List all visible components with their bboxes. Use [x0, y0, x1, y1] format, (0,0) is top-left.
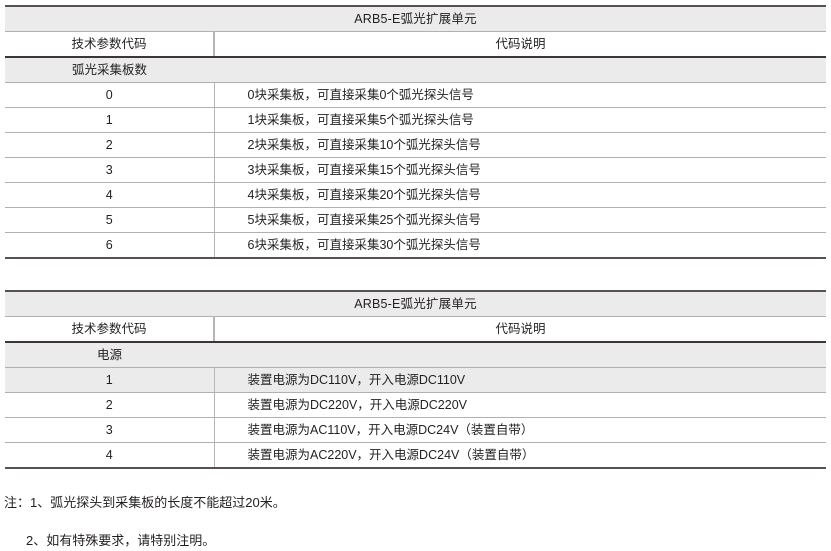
cell-description: 1块采集板，可直接采集5个弧光探头信号 [214, 107, 826, 133]
spec-table-arc-collector-boards: ARB5-E弧光扩展单元 技术参数代码 代码说明 弧光采集板数 0 0块采集板，… [5, 5, 826, 259]
document-page: ARB5-E弧光扩展单元 技术参数代码 代码说明 弧光采集板数 0 0块采集板，… [0, 5, 831, 548]
cell-code: 2 [5, 392, 215, 418]
table-row: 4 装置电源为AC220V，开入电源DC24V（装置自带） [5, 442, 826, 469]
table-group-row: 弧光采集板数 [5, 57, 826, 83]
note-line-2: 2、如有特殊要求，请特别注明。 [26, 533, 216, 548]
cell-description: 装置电源为AC220V，开入电源DC24V（装置自带） [214, 442, 826, 469]
cell-description: 0块采集板，可直接采集0个弧光探头信号 [214, 82, 826, 108]
cell-code: 1 [5, 367, 215, 393]
table-row: 3 3块采集板，可直接采集15个弧光探头信号 [5, 157, 826, 183]
cell-code: 0 [5, 82, 215, 108]
table-row: 2 装置电源为DC220V，开入电源DC220V [5, 392, 826, 418]
table-row: 6 6块采集板，可直接采集30个弧光探头信号 [5, 232, 826, 259]
table-group-row: 电源 [5, 342, 826, 368]
notes-section: 注：1、弧光探头到采集板的长度不能超过20米。 2、如有特殊要求，请特别注明。 [0, 493, 831, 551]
table-row: 1 装置电源为DC110V，开入电源DC110V [5, 367, 826, 393]
table-title-row: ARB5-E弧光扩展单元 [5, 290, 826, 317]
group-cell: 电源 [5, 342, 826, 368]
table-row: 2 2块采集板，可直接采集10个弧光探头信号 [5, 132, 826, 158]
table-row: 5 5块采集板，可直接采集25个弧光探头信号 [5, 207, 826, 233]
cell-code: 3 [5, 417, 215, 443]
cell-description: 4块采集板，可直接采集20个弧光探头信号 [214, 182, 826, 208]
table-row: 0 0块采集板，可直接采集0个弧光探头信号 [5, 82, 826, 108]
cell-description: 5块采集板，可直接采集25个弧光探头信号 [214, 207, 826, 233]
column-header-description: 代码说明 [214, 31, 826, 58]
cell-description: 装置电源为DC110V，开入电源DC110V [214, 367, 826, 393]
table-column-header-row: 技术参数代码 代码说明 [5, 316, 826, 343]
table-spacer [0, 259, 831, 290]
cell-description: 3块采集板，可直接采集15个弧光探头信号 [214, 157, 826, 183]
group-label: 电源 [96, 348, 122, 362]
note-line-1: 注：1、弧光探头到采集板的长度不能超过20米。 [4, 495, 286, 510]
cell-code: 4 [5, 442, 215, 469]
cell-description: 装置电源为DC220V，开入电源DC220V [214, 392, 826, 418]
cell-code: 3 [5, 157, 215, 183]
table-title-row: ARB5-E弧光扩展单元 [5, 5, 826, 32]
table-column-header-row: 技术参数代码 代码说明 [5, 31, 826, 58]
cell-code: 5 [5, 207, 215, 233]
table-row: 3 装置电源为AC110V，开入电源DC24V（装置自带） [5, 417, 826, 443]
cell-code: 1 [5, 107, 215, 133]
cell-description: 装置电源为AC110V，开入电源DC24V（装置自带） [214, 417, 826, 443]
cell-code: 6 [5, 232, 215, 259]
cell-code: 2 [5, 132, 215, 158]
table-title: ARB5-E弧光扩展单元 [5, 5, 826, 32]
table-row: 1 1块采集板，可直接采集5个弧光探头信号 [5, 107, 826, 133]
cell-code: 4 [5, 182, 215, 208]
column-header-description: 代码说明 [214, 316, 826, 343]
group-cell: 弧光采集板数 [5, 57, 826, 83]
column-header-code: 技术参数代码 [5, 31, 215, 58]
spec-table-power-supply: ARB5-E弧光扩展单元 技术参数代码 代码说明 电源 1 装置电源为DC110… [5, 290, 826, 469]
group-label: 弧光采集板数 [71, 63, 147, 77]
table-row: 4 4块采集板，可直接采集20个弧光探头信号 [5, 182, 826, 208]
table-title: ARB5-E弧光扩展单元 [5, 290, 826, 317]
cell-description: 2块采集板，可直接采集10个弧光探头信号 [214, 132, 826, 158]
cell-description: 6块采集板，可直接采集30个弧光探头信号 [214, 232, 826, 259]
column-header-code: 技术参数代码 [5, 316, 215, 343]
